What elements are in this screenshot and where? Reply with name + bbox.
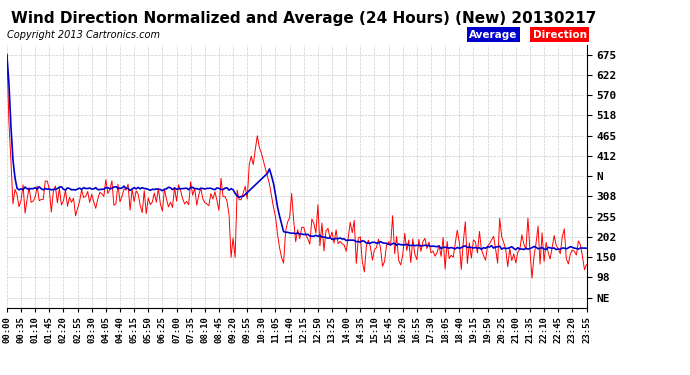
Text: Copyright 2013 Cartronics.com: Copyright 2013 Cartronics.com <box>7 30 160 40</box>
Text: Direction: Direction <box>533 30 586 40</box>
Text: Wind Direction Normalized and Average (24 Hours) (New) 20130217: Wind Direction Normalized and Average (2… <box>11 11 596 26</box>
Text: Average: Average <box>469 30 518 40</box>
